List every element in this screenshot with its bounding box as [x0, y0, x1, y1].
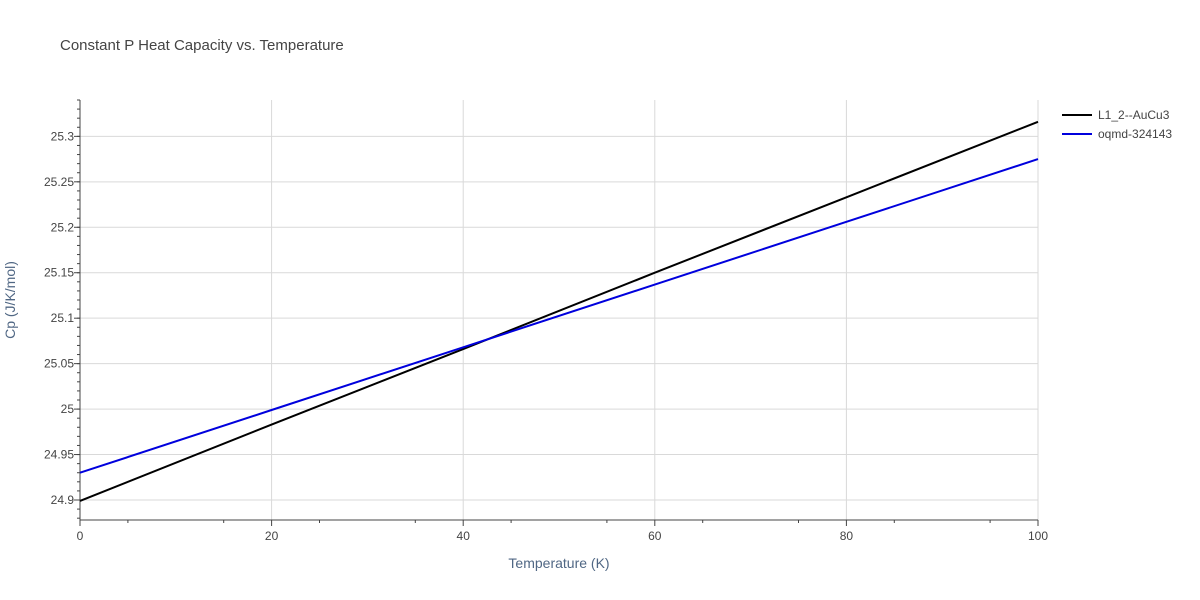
- x-tick-label: 20: [265, 529, 279, 543]
- axes: [79, 100, 1038, 521]
- y-tick-label: 24.9: [51, 493, 75, 507]
- series-line-2: [79, 158, 1039, 474]
- legend[interactable]: L1_2--AuCu3 oqmd-324143: [1062, 108, 1172, 141]
- legend-item-1[interactable]: L1_2--AuCu3: [1062, 108, 1170, 122]
- y-tick-label: 24.95: [44, 448, 74, 462]
- x-tick-label: 80: [840, 529, 854, 543]
- legend-label: L1_2--AuCu3: [1098, 108, 1170, 122]
- x-tick-label: 0: [77, 529, 84, 543]
- legend-label: oqmd-324143: [1098, 127, 1172, 141]
- y-tick-label: 25.05: [44, 357, 74, 371]
- y-tick-label: 25.2: [51, 220, 75, 234]
- x-tick-label: 100: [1028, 529, 1048, 543]
- legend-item-2[interactable]: oqmd-324143: [1062, 127, 1172, 141]
- y-tick-label: 25: [61, 402, 75, 416]
- ticks: 0 20 40 60 80 100 24.9 24.95 25 25.05 25.1 25.15 25.…: [44, 99, 1048, 543]
- chart-title: Constant P Heat Capacity vs. Temperature: [60, 37, 344, 54]
- y-tick-label: 25.3: [51, 129, 75, 143]
- x-tick-label: 40: [457, 529, 471, 543]
- grid: [80, 100, 1039, 520]
- series-line-1: [79, 120, 1039, 502]
- y-tick-label: 25.25: [44, 175, 74, 189]
- y-tick-label: 25.1: [51, 311, 75, 325]
- y-tick-label: 25.15: [44, 266, 74, 280]
- y-axis-title: Cp (J/K/mol): [2, 261, 18, 339]
- series: [79, 120, 1039, 502]
- x-axis-title: Temperature (K): [508, 555, 609, 571]
- x-tick-label: 60: [648, 529, 662, 543]
